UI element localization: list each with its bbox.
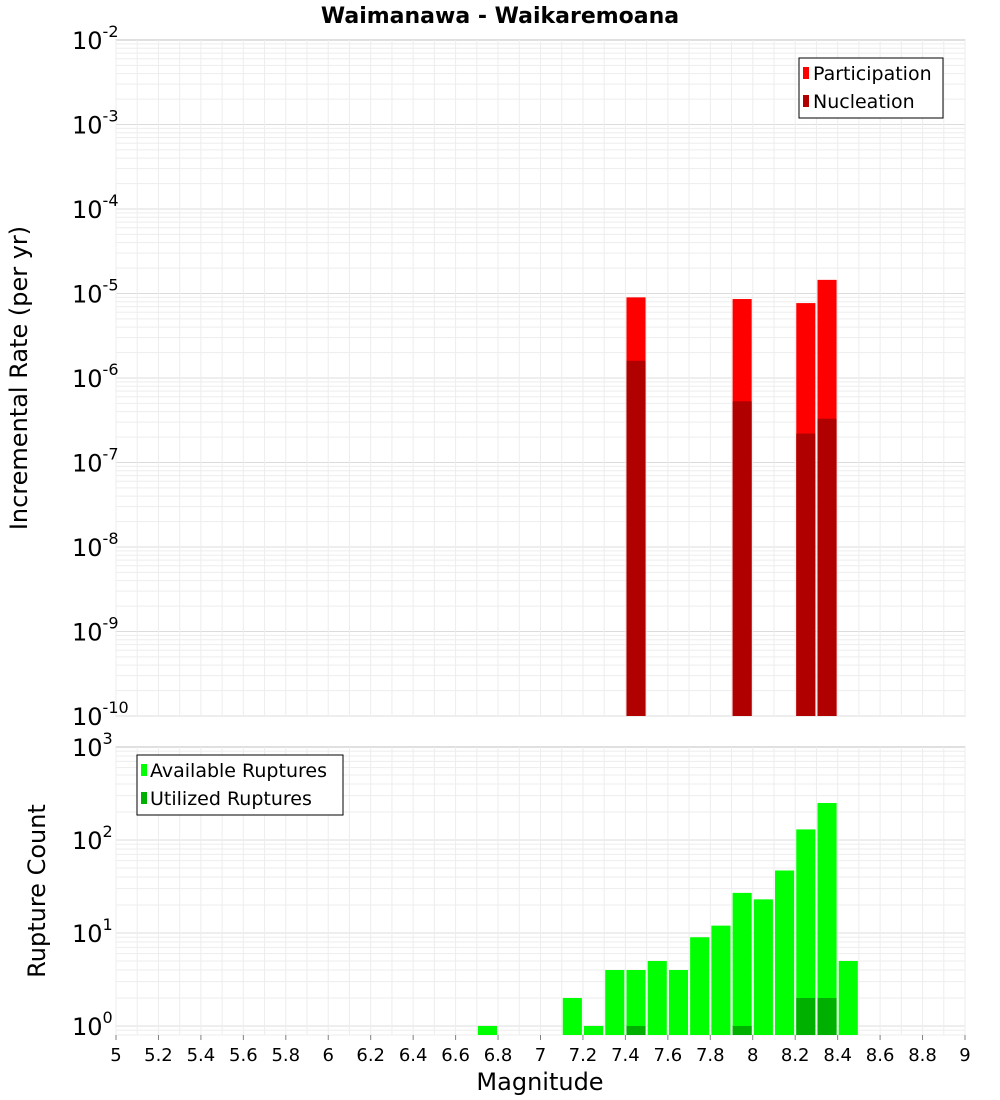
x-tick-label: 5.8 bbox=[271, 1045, 300, 1066]
available-ruptures-bar bbox=[775, 870, 794, 1035]
nucleation-bar bbox=[626, 361, 645, 716]
legend-label-participation: Participation bbox=[813, 63, 932, 85]
top-y-tick-label: 10-2 bbox=[72, 22, 119, 55]
bottom-y-tick-label: 103 bbox=[72, 729, 113, 762]
available-ruptures-bar bbox=[690, 937, 709, 1035]
top-y-tick-label: 10-8 bbox=[72, 529, 119, 562]
available-ruptures-bar bbox=[478, 1026, 497, 1035]
available-ruptures-bar bbox=[754, 899, 773, 1035]
bottom-y-tick-label: 101 bbox=[72, 915, 113, 948]
x-tick-label: 6.6 bbox=[441, 1045, 470, 1066]
available-ruptures-bar bbox=[626, 970, 645, 1035]
nucleation-bar bbox=[796, 434, 815, 716]
chart-title: Waimanawa - Waikaremoana bbox=[321, 4, 679, 29]
legend-label-utilized: Utilized Ruptures bbox=[150, 788, 312, 810]
nucleation-bar bbox=[733, 401, 752, 716]
rupture-count-panel: 103 102 101 100 5 5.2 5.4 5.6 5.8 6 6.2 6.4 6.6 6.8 7… bbox=[23, 729, 971, 1096]
utilized-ruptures-bar bbox=[796, 998, 815, 1035]
available-ruptures-bar bbox=[669, 970, 688, 1035]
participation-panel: 10-2 10-3 10-4 10-5 10-6 10-7 10-8 10-9 10-10 In… bbox=[5, 22, 965, 731]
x-tick-label: 6.2 bbox=[356, 1045, 385, 1066]
x-axis-label: Magnitude bbox=[476, 1068, 603, 1096]
top-y-tick-label: 10-7 bbox=[72, 445, 119, 478]
legend-label-available: Available Ruptures bbox=[150, 760, 327, 782]
x-tick-label: 8.8 bbox=[908, 1045, 937, 1066]
legend-swatch-utilized bbox=[141, 792, 147, 804]
bottom-legend: Available Ruptures Utilized Ruptures bbox=[137, 755, 343, 815]
bottom-y-tick-label: 102 bbox=[72, 822, 113, 855]
available-ruptures-bar bbox=[605, 970, 624, 1035]
nucleation-bar bbox=[817, 419, 836, 716]
utilized-ruptures-bar bbox=[626, 1026, 645, 1035]
x-tick-label: 5.4 bbox=[187, 1045, 216, 1066]
x-tick-label: 5.6 bbox=[229, 1045, 258, 1066]
x-tick-label: 7.2 bbox=[569, 1045, 598, 1066]
x-tick-label: 8 bbox=[747, 1045, 758, 1066]
top-y-tick-label: 10-9 bbox=[72, 614, 119, 647]
legend-label-nucleation: Nucleation bbox=[813, 91, 915, 113]
utilized-ruptures-bar bbox=[817, 998, 836, 1035]
x-tick-label: 8.4 bbox=[823, 1045, 852, 1066]
bottom-y-tick-label: 100 bbox=[72, 1008, 113, 1041]
top-y-tick-label: 10-6 bbox=[72, 360, 119, 393]
available-ruptures-bar bbox=[839, 961, 858, 1035]
legend-swatch-nucleation bbox=[803, 95, 809, 107]
legend-swatch-participation bbox=[803, 67, 809, 79]
x-tick-label: 7.6 bbox=[654, 1045, 683, 1066]
top-y-tick-label: 10-3 bbox=[72, 107, 119, 140]
x-tick-label: 7 bbox=[535, 1045, 546, 1066]
x-tick-label: 5 bbox=[110, 1045, 121, 1066]
available-ruptures-bar bbox=[584, 1026, 603, 1035]
x-tick-label: 7.4 bbox=[611, 1045, 640, 1066]
available-ruptures-bar bbox=[733, 893, 752, 1035]
top-y-tick-label: 10-5 bbox=[72, 276, 119, 309]
available-ruptures-bar bbox=[648, 961, 667, 1035]
legend-swatch-available bbox=[141, 764, 147, 776]
top-legend: Participation Nucleation bbox=[799, 58, 943, 118]
top-gridlines bbox=[116, 40, 965, 716]
available-ruptures-bar bbox=[711, 926, 730, 1035]
bottom-x-ticks: 5 5.2 5.4 5.6 5.8 6 6.2 6.4 6.6 6.8 7 7.2 7.4 7.6 7.8 8… bbox=[110, 1035, 970, 1066]
top-y-axis-label: Incremental Rate (per yr) bbox=[5, 226, 33, 530]
available-ruptures-bar bbox=[563, 998, 582, 1035]
x-tick-label: 6.8 bbox=[484, 1045, 513, 1066]
utilized-ruptures-bar bbox=[733, 1026, 752, 1035]
top-y-tick-label: 10-4 bbox=[72, 191, 119, 224]
chart: Waimanawa - Waikaremoana 10-210-310-410-… bbox=[0, 0, 1000, 1100]
x-tick-label: 8.2 bbox=[781, 1045, 810, 1066]
x-tick-label: 5.2 bbox=[144, 1045, 173, 1066]
x-tick-label: 9 bbox=[959, 1045, 970, 1066]
top-y-tick-label: 10-10 bbox=[72, 698, 129, 731]
bottom-y-ticks: 103 102 101 100 bbox=[72, 729, 113, 1041]
x-tick-label: 6 bbox=[323, 1045, 334, 1066]
bottom-y-axis-label: Rupture Count bbox=[23, 804, 51, 978]
x-tick-label: 6.4 bbox=[399, 1045, 428, 1066]
x-tick-label: 8.6 bbox=[866, 1045, 895, 1066]
x-tick-label: 7.8 bbox=[696, 1045, 725, 1066]
